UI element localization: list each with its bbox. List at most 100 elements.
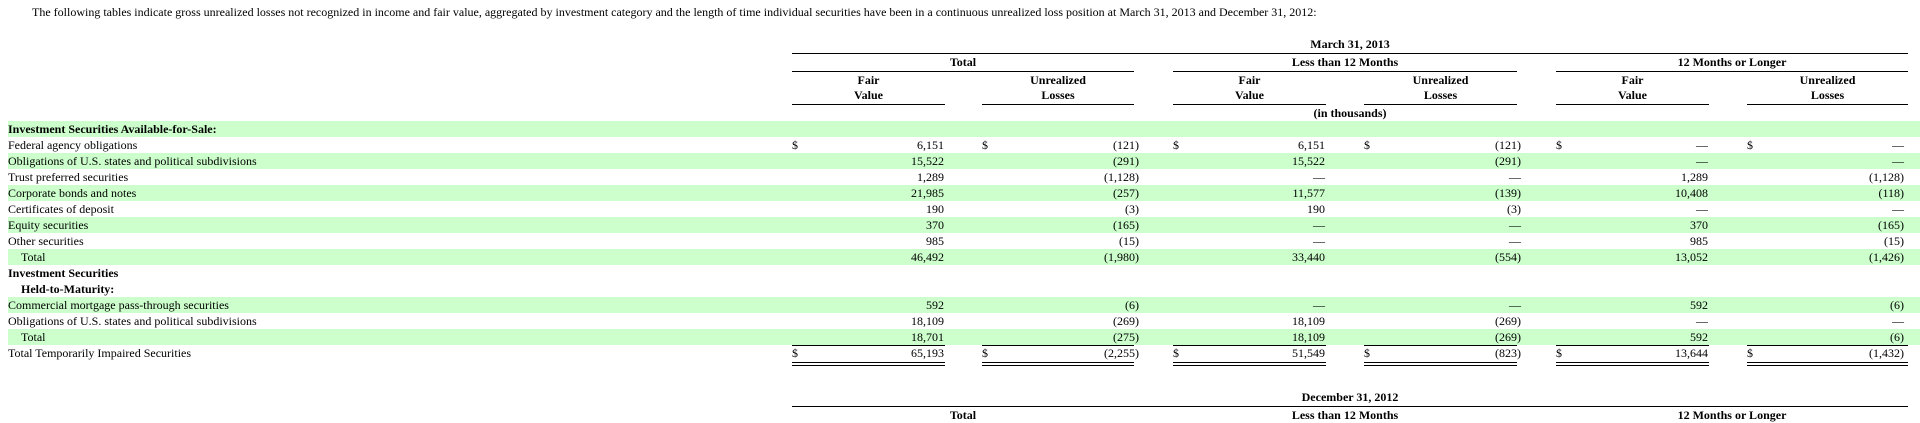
group-rule [1556,71,1908,72]
period-rule [792,53,1908,54]
cell-ge12-fair-value: — [1696,154,1708,168]
cell-lt12-unrealized-losses: (823) [1495,346,1521,360]
col-rule [792,104,945,105]
row-label: Held-to-Maturity: [21,282,115,296]
col-header-fair-value: Fair Value [854,73,883,102]
cell-ge12-fair-value: 13,052 [1675,250,1708,264]
currency-symbol: $ [982,346,988,360]
currency-symbol: $ [1173,346,1179,360]
row-label: Federal agency obligations [8,138,138,152]
cell-total-unrealized-losses: (165) [1113,218,1139,232]
row-label: Other securities [8,234,84,248]
group-rule [1173,71,1517,72]
col-header-unrealized-losses: Unrealized Losses [1799,73,1856,102]
subtotal-rule [792,345,945,346]
row-label: Investment Securities [8,266,119,280]
cell-ge12-fair-value: — [1696,138,1708,152]
cell-lt12-unrealized-losses: (139) [1495,186,1521,200]
cell-total-fair-value: 592 [926,298,944,312]
cell-lt12-unrealized-losses: (269) [1495,314,1521,328]
currency-symbol: $ [982,138,988,152]
col-header-unrealized-losses: Unrealized Losses [1030,73,1086,102]
cell-lt12-fair-value: — [1313,218,1325,232]
table-row: Obligations of U.S. states and political… [8,313,1920,329]
subtotal-rule [1556,345,1709,346]
cell-lt12-unrealized-losses: (554) [1495,250,1521,264]
cell-lt12-fair-value: 15,522 [1292,154,1325,168]
cell-lt12-fair-value: — [1313,170,1325,184]
row-label: Certificates of deposit [8,202,114,216]
cell-total-unrealized-losses: (3) [1125,202,1139,216]
cell-ge12-fair-value: 985 [1690,234,1708,248]
cell-lt12-fair-value: 51,549 [1292,346,1325,360]
col-rule [1364,104,1517,105]
group-header-total: Total [949,55,977,69]
cell-ge12-unrealized-losses: (1,432) [1869,346,1904,360]
cell-ge12-unrealized-losses: — [1892,138,1904,152]
units-caption: (in thousands) [1313,106,1387,120]
group-header-less-12: Less than 12 Months [1291,55,1399,69]
cell-total-fair-value: 65,193 [911,346,944,360]
row-label: Corporate bonds and notes [8,186,137,200]
cell-lt12-fair-value: 11,577 [1292,186,1325,200]
currency-symbol: $ [1364,346,1370,360]
cell-ge12-unrealized-losses: (118) [1878,186,1904,200]
currency-symbol: $ [1747,138,1753,152]
cell-ge12-fair-value: 592 [1690,298,1708,312]
table-row: Total 46,492 (1,980) 33,440 (554) 13,052 (1,42… [8,249,1920,265]
period-header-1: March 31, 2013 [1310,37,1390,51]
subtotal-rule [982,345,1134,346]
table-row: Investment Securities Available-for-Sale… [8,121,1920,137]
cell-lt12-unrealized-losses: — [1509,170,1521,184]
cell-total-fair-value: 15,522 [911,154,944,168]
cell-ge12-fair-value: 10,408 [1675,186,1708,200]
double-underline [1364,362,1517,366]
cell-lt12-unrealized-losses: (3) [1507,202,1521,216]
cell-total-unrealized-losses: (1,980) [1104,250,1139,264]
cell-ge12-fair-value: 13,644 [1675,346,1708,360]
cell-lt12-unrealized-losses: (291) [1495,154,1521,168]
cell-total-fair-value: 985 [926,234,944,248]
group-header-total: Total [949,408,977,422]
cell-ge12-unrealized-losses: (6) [1890,298,1904,312]
cell-total-fair-value: 1,289 [917,170,944,184]
cell-total-fair-value: 18,109 [911,314,944,328]
row-label: Total [21,330,46,344]
table-row: Other securities 985 (15) — — 985 (15) [8,233,1920,249]
cell-total-fair-value: 18,701 [911,330,944,344]
cell-ge12-unrealized-losses: (1,128) [1869,170,1904,184]
cell-ge12-unrealized-losses: — [1892,202,1904,216]
table-row: Certificates of deposit 190 (3) 190 (3) — — [8,201,1920,217]
table-row: Investment Securities [8,265,1920,281]
cell-ge12-unrealized-losses: (1,426) [1869,250,1904,264]
group-header-12-plus: 12 Months or Longer [1677,408,1787,422]
cell-ge12-unrealized-losses: (6) [1890,330,1904,344]
row-label: Commercial mortgage pass-through securit… [8,298,229,312]
row-label: Obligations of U.S. states and political… [8,154,257,168]
cell-lt12-unrealized-losses: — [1509,234,1521,248]
col-rule [1556,104,1709,105]
subtotal-rule [1173,345,1326,346]
cell-lt12-fair-value: 33,440 [1292,250,1325,264]
double-underline [792,362,945,366]
cell-lt12-fair-value: 18,109 [1292,314,1325,328]
table-row: Total 18,701 (275) 18,109 (269) 592 (6) [8,329,1920,345]
cell-ge12-fair-value: — [1696,202,1708,216]
cell-ge12-unrealized-losses: — [1892,314,1904,328]
cell-lt12-fair-value: 190 [1307,202,1325,216]
row-label: Obligations of U.S. states and political… [8,314,257,328]
currency-symbol: $ [1556,346,1562,360]
period-header-2: December 31, 2012 [1301,390,1399,404]
group-rule [792,71,1134,72]
cell-total-unrealized-losses: (291) [1113,154,1139,168]
cell-lt12-unrealized-losses: (121) [1495,138,1521,152]
cell-ge12-fair-value: 370 [1690,218,1708,232]
col-rule [982,104,1134,105]
cell-lt12-fair-value: 6,151 [1298,138,1325,152]
cell-total-unrealized-losses: (1,128) [1104,170,1139,184]
currency-symbol: $ [1364,138,1370,152]
cell-total-fair-value: 190 [926,202,944,216]
row-label: Equity securities [8,218,89,232]
col-rule [1173,104,1326,105]
cell-ge12-unrealized-losses: (15) [1884,234,1904,248]
